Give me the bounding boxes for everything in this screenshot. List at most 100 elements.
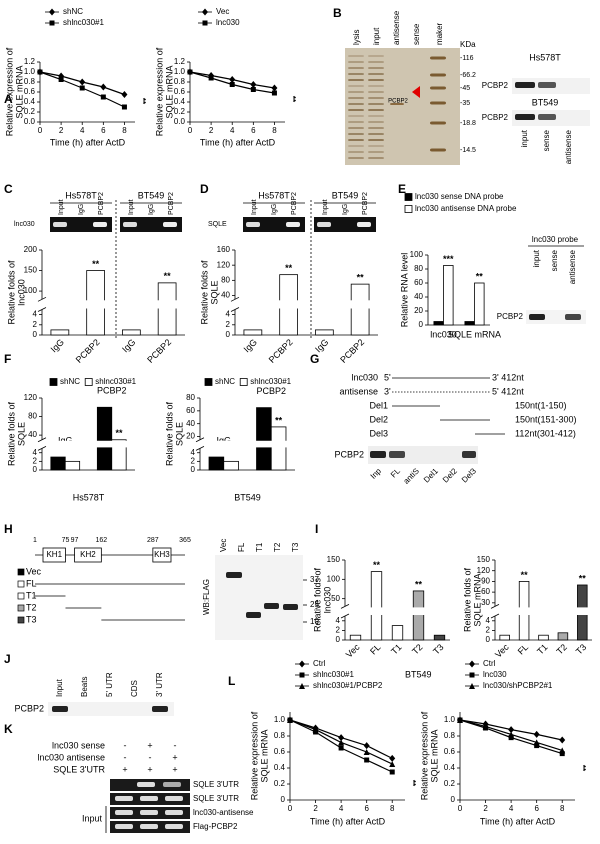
lane-label: CDS xyxy=(130,680,139,697)
cell-label: BT549 xyxy=(332,190,359,200)
y-tick-label: 150 xyxy=(327,555,341,564)
blot-band xyxy=(140,824,158,829)
sign-label: - xyxy=(174,740,177,750)
point xyxy=(121,104,127,110)
bar xyxy=(270,426,287,471)
blot-band xyxy=(115,796,133,801)
y-tick-label: 0 xyxy=(33,330,38,339)
point xyxy=(363,742,370,750)
y-tick-label: 120 xyxy=(477,566,491,575)
sign-label: + xyxy=(147,740,152,750)
significance-label: ** xyxy=(164,271,172,281)
lane-label: Beats xyxy=(80,677,89,697)
axis-break-mark xyxy=(37,446,47,451)
point xyxy=(208,75,214,81)
x-tick-label: IgG xyxy=(216,435,231,445)
legend-marker xyxy=(202,8,208,16)
x-tick-label: 0 xyxy=(458,804,463,813)
bar xyxy=(350,283,370,336)
blot-band xyxy=(368,151,384,153)
bar xyxy=(499,634,510,641)
x-tick-label: 6 xyxy=(534,804,539,813)
legend-swatch xyxy=(17,604,25,612)
domain-box xyxy=(74,547,102,563)
blot-band xyxy=(565,314,581,320)
x-tick-label: 6 xyxy=(364,804,369,813)
blot-band xyxy=(123,222,137,227)
panel-label: J xyxy=(4,652,11,666)
gel xyxy=(243,217,305,232)
x-tick-label: T3 xyxy=(574,642,589,657)
blot-band xyxy=(368,121,384,123)
construct-label: T3 xyxy=(26,614,37,624)
cell-label: BT549 xyxy=(138,190,165,200)
construct-label: Vec xyxy=(26,566,42,576)
panel-label: F xyxy=(4,352,11,366)
y-axis-label: SQLE mRNA xyxy=(429,729,439,782)
y-tick-label: 2 xyxy=(226,320,231,329)
bar xyxy=(256,407,272,471)
significance-label: ** xyxy=(521,570,529,580)
legend-label: shlnc030#1 xyxy=(250,377,291,386)
bar xyxy=(349,634,362,641)
blot-band xyxy=(348,79,364,81)
unit-label: KDa xyxy=(460,40,476,49)
lane-label: Del2 xyxy=(441,466,459,484)
row-label: lnc030 xyxy=(351,372,378,382)
significance-label: ** xyxy=(138,98,147,105)
y-tick-label: 0 xyxy=(281,795,286,804)
blot-band xyxy=(538,82,556,88)
x-tick-label: T2 xyxy=(554,642,569,657)
axis-break xyxy=(496,607,593,615)
protein-label: PCBP2 xyxy=(14,703,44,713)
y-tick-label: 80 xyxy=(414,264,423,273)
legend-label: shlnc030#1 xyxy=(313,670,354,679)
blot-band xyxy=(430,101,446,105)
x-tick-label: lnc030 xyxy=(430,329,457,339)
construct-label: T2 xyxy=(26,602,37,612)
axis-break-mark xyxy=(195,446,205,451)
blot-band xyxy=(348,133,364,135)
x-tick-label: 0 xyxy=(188,126,193,135)
domain-label: KH1 xyxy=(46,550,62,559)
chart-title: BT549 xyxy=(405,669,432,679)
legend-swatch xyxy=(17,616,25,624)
x-tick-label: 6 xyxy=(251,126,256,135)
legend-label: lnc030 xyxy=(483,670,507,679)
sign-label: + xyxy=(122,764,127,774)
x-tick-label: 2 xyxy=(209,126,214,135)
band-label: SQLE 3'UTR xyxy=(193,780,239,789)
y-tick-label: 30 xyxy=(481,598,490,607)
y-tick-label: 60 xyxy=(481,587,490,596)
blot-band xyxy=(348,157,364,159)
legend-label: Vec xyxy=(216,7,229,16)
y-tick-label: 50 xyxy=(331,594,340,603)
legend-swatch xyxy=(17,592,25,600)
x-tick-label: PCBP2 xyxy=(267,337,295,365)
blot-band xyxy=(462,451,476,458)
y-axis-label: Relative folds of xyxy=(6,260,16,325)
domain-label: KH2 xyxy=(80,550,96,559)
legend-swatch xyxy=(17,580,25,588)
bar xyxy=(474,282,485,326)
y-tick-label: 0 xyxy=(486,635,491,644)
significance-label: ** xyxy=(285,263,293,273)
bar xyxy=(538,634,549,641)
y-tick-label: 1.2 xyxy=(24,57,36,66)
point xyxy=(389,761,396,767)
point xyxy=(338,734,345,742)
position-label: 162 xyxy=(96,537,108,544)
point xyxy=(389,769,395,775)
point xyxy=(79,78,86,86)
bar xyxy=(315,329,334,336)
lane-label: sense xyxy=(412,23,421,45)
domain-box xyxy=(152,547,172,563)
legend-swatch xyxy=(17,568,25,576)
y-tick-label: 0.6 xyxy=(174,87,186,96)
x-tick-label: PCBP2 xyxy=(256,386,286,396)
blot-band xyxy=(368,67,384,69)
lane-label: antisense xyxy=(392,10,401,45)
x-axis-label: Hs578T xyxy=(73,492,105,502)
y-axis-label: Relative RNA level xyxy=(399,253,409,328)
